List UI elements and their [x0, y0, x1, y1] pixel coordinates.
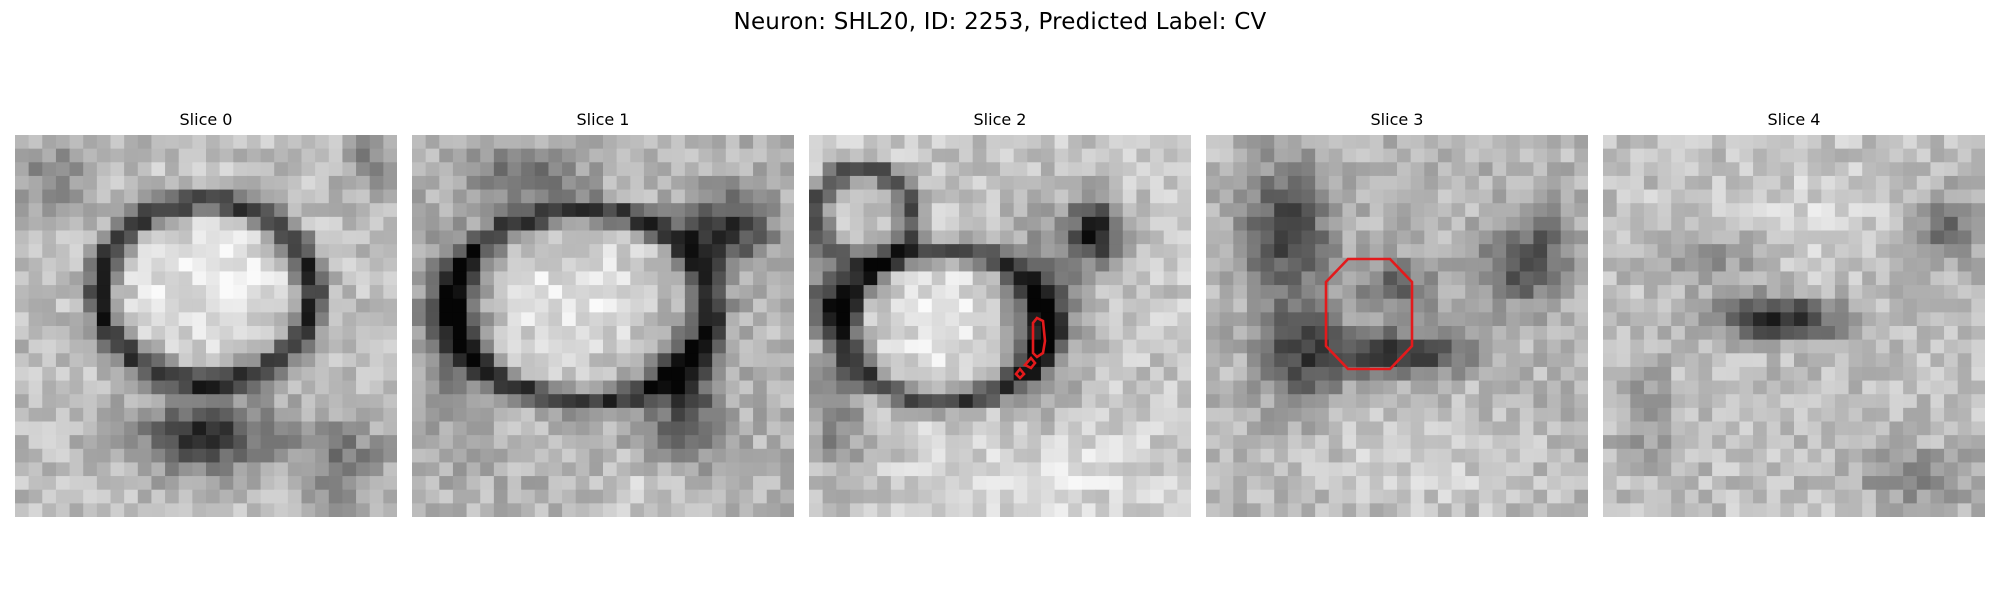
- slice-image-0: [15, 135, 397, 517]
- slice-title-2: Slice 2: [973, 110, 1027, 129]
- figure-title: Neuron: SHL20, ID: 2253, Predicted Label…: [733, 9, 1267, 35]
- slice-title-3: Slice 3: [1370, 110, 1424, 129]
- slice-0-grayscale-image: [15, 135, 397, 517]
- slice-title-4: Slice 4: [1767, 110, 1821, 129]
- slice-image-4: [1603, 135, 1985, 517]
- slice-image-1: [412, 135, 794, 517]
- slice-image-2: [809, 135, 1191, 517]
- slice-title-0: Slice 0: [179, 110, 233, 129]
- segmentation-contour-2-2: [1014, 366, 1026, 380]
- slice-3-grayscale-image: [1206, 135, 1588, 517]
- slice-1-grayscale-image: [412, 135, 794, 517]
- slice-title-1: Slice 1: [576, 110, 630, 129]
- segmentation-contour-2-0: [1031, 316, 1047, 359]
- slice-image-3: [1206, 135, 1588, 517]
- segmentation-contour-3-0: [1324, 257, 1414, 371]
- slice-4-grayscale-image: [1603, 135, 1985, 517]
- slice-2-grayscale-image: [809, 135, 1191, 517]
- segmentation-contour-2-1: [1022, 355, 1037, 370]
